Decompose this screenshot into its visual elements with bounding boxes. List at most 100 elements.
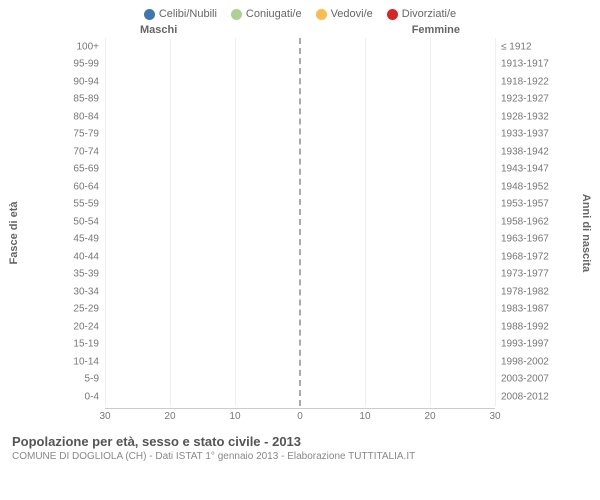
age-label: 90-94 <box>73 76 99 87</box>
birth-year-label: 1938-1942 <box>501 146 549 157</box>
chart-footer: Popolazione per età, sesso e stato civil… <box>0 428 600 462</box>
bar-area <box>105 371 495 389</box>
bar-area <box>105 213 495 231</box>
bar-area <box>105 301 495 319</box>
bar-area <box>105 91 495 109</box>
x-tick-label: 10 <box>359 411 370 422</box>
bar-area <box>105 126 495 144</box>
legend-label: Coniugati/e <box>246 8 302 20</box>
age-row: 65-691943-1947 <box>105 161 495 179</box>
age-label: 65-69 <box>73 164 99 175</box>
x-tick-label: 20 <box>424 411 435 422</box>
bar-area <box>105 388 495 406</box>
age-row: 20-241988-1992 <box>105 318 495 336</box>
birth-year-label: 1928-1932 <box>501 111 549 122</box>
age-row: 25-291983-1987 <box>105 301 495 319</box>
legend-item: Vedovi/e <box>316 8 373 20</box>
age-row: 55-591953-1957 <box>105 196 495 214</box>
birth-year-label: 1998-2002 <box>501 356 549 367</box>
age-row: 45-491963-1967 <box>105 231 495 249</box>
footer-title: Popolazione per età, sesso e stato civil… <box>12 434 588 449</box>
legend-label: Vedovi/e <box>331 8 373 20</box>
age-row: 95-991913-1917 <box>105 56 495 74</box>
birth-year-label: 1913-1917 <box>501 59 549 70</box>
birth-year-label: 1933-1937 <box>501 129 549 140</box>
age-label: 50-54 <box>73 216 99 227</box>
x-axis: 3020100102030 <box>105 408 495 428</box>
grid-line <box>495 38 496 406</box>
legend-label: Celibi/Nubili <box>159 8 217 20</box>
birth-year-label: 1923-1927 <box>501 94 549 105</box>
birth-year-label: 2008-2012 <box>501 391 549 402</box>
birth-year-label: 1958-1962 <box>501 216 549 227</box>
age-row: 5-92003-2007 <box>105 371 495 389</box>
age-label: 70-74 <box>73 146 99 157</box>
age-label: 30-34 <box>73 286 99 297</box>
age-label: 40-44 <box>73 251 99 262</box>
birth-year-label: 1988-1992 <box>501 321 549 332</box>
birth-year-label: 1948-1952 <box>501 181 549 192</box>
y-axis-right-title: Anni di nascita <box>580 194 592 272</box>
birth-year-label: 1963-1967 <box>501 234 549 245</box>
birth-year-label: 1918-1922 <box>501 76 549 87</box>
age-row: 35-391973-1977 <box>105 266 495 284</box>
bar-area <box>105 283 495 301</box>
x-tick-label: 30 <box>489 411 500 422</box>
label-female: Femmine <box>412 24 460 36</box>
birth-year-label: 1978-1982 <box>501 286 549 297</box>
age-label: 45-49 <box>73 234 99 245</box>
birth-year-label: 1983-1987 <box>501 304 549 315</box>
age-row: 0-42008-2012 <box>105 388 495 406</box>
birth-year-label: ≤ 1912 <box>501 41 532 52</box>
bar-area <box>105 318 495 336</box>
bar-area <box>105 196 495 214</box>
bar-area <box>105 336 495 354</box>
age-label: 35-39 <box>73 269 99 280</box>
bar-area <box>105 73 495 91</box>
age-label: 80-84 <box>73 111 99 122</box>
age-label: 5-9 <box>85 374 99 385</box>
bar-area <box>105 56 495 74</box>
x-tick-label: 20 <box>164 411 175 422</box>
age-label: 25-29 <box>73 304 99 315</box>
age-row: 30-341978-1982 <box>105 283 495 301</box>
age-row: 10-141998-2002 <box>105 353 495 371</box>
bar-area <box>105 161 495 179</box>
age-label: 95-99 <box>73 59 99 70</box>
age-label: 55-59 <box>73 199 99 210</box>
x-tick-label: 30 <box>99 411 110 422</box>
age-row: 85-891923-1927 <box>105 91 495 109</box>
age-row: 80-841928-1932 <box>105 108 495 126</box>
label-male: Maschi <box>140 24 177 36</box>
age-row: 40-441968-1972 <box>105 248 495 266</box>
legend-swatch <box>387 9 398 20</box>
age-row: 90-941918-1922 <box>105 73 495 91</box>
age-label: 0-4 <box>85 391 99 402</box>
age-label: 85-89 <box>73 94 99 105</box>
legend: Celibi/Nubili Coniugati/e Vedovi/e Divorzia… <box>0 0 600 24</box>
bar-area <box>105 178 495 196</box>
birth-year-label: 2003-2007 <box>501 374 549 385</box>
legend-swatch <box>231 9 242 20</box>
age-label: 15-19 <box>73 339 99 350</box>
birth-year-label: 1973-1977 <box>501 269 549 280</box>
bar-area <box>105 231 495 249</box>
age-row: 75-791933-1937 <box>105 126 495 144</box>
bar-area <box>105 266 495 284</box>
legend-label: Divorziati/e <box>402 8 456 20</box>
side-labels: Maschi Femmine <box>0 24 600 36</box>
age-label: 10-14 <box>73 356 99 367</box>
bar-area <box>105 38 495 56</box>
birth-year-label: 1993-1997 <box>501 339 549 350</box>
age-label: 75-79 <box>73 129 99 140</box>
birth-year-label: 1943-1947 <box>501 164 549 175</box>
legend-item: Celibi/Nubili <box>144 8 217 20</box>
age-label: 20-24 <box>73 321 99 332</box>
legend-item: Coniugati/e <box>231 8 302 20</box>
bar-rows: 100+≤ 191295-991913-191790-941918-192285… <box>105 38 495 406</box>
bar-area <box>105 143 495 161</box>
age-row: 100+≤ 1912 <box>105 38 495 56</box>
birth-year-label: 1953-1957 <box>501 199 549 210</box>
age-label: 100+ <box>76 41 99 52</box>
age-row: 60-641948-1952 <box>105 178 495 196</box>
